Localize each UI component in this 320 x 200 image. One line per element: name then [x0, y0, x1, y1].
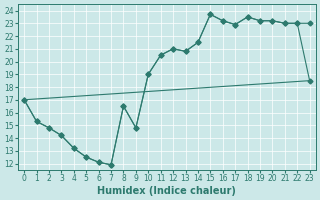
X-axis label: Humidex (Indice chaleur): Humidex (Indice chaleur) — [98, 186, 236, 196]
